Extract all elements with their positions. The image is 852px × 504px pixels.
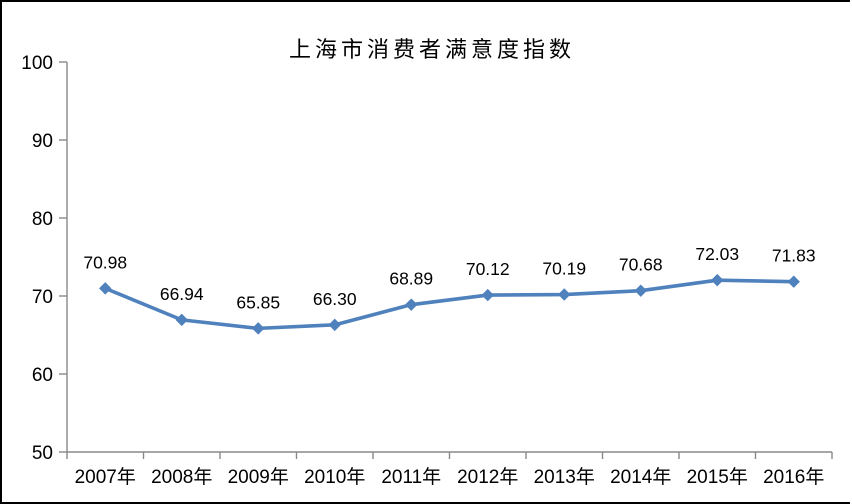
data-point-marker bbox=[634, 284, 647, 297]
data-point-label: 70.68 bbox=[619, 255, 663, 275]
data-point-label: 70.12 bbox=[466, 259, 510, 279]
data-point-label: 71.83 bbox=[772, 246, 816, 266]
x-axis-label: 2010年 bbox=[304, 466, 365, 488]
x-axis-label: 2012年 bbox=[457, 466, 518, 488]
data-point-marker bbox=[252, 322, 265, 335]
data-point-marker bbox=[711, 273, 724, 287]
data-point-marker bbox=[175, 313, 188, 327]
data-point-marker bbox=[99, 282, 112, 295]
line-series bbox=[103, 278, 796, 331]
data-point-label: 72.03 bbox=[695, 244, 739, 264]
data-point-label: 66.94 bbox=[160, 284, 204, 304]
data-point-label: 70.98 bbox=[83, 252, 127, 272]
data-point-label: 66.30 bbox=[313, 289, 357, 309]
y-axis-label: 50 bbox=[32, 443, 53, 464]
x-axis-label: 2014年 bbox=[610, 466, 671, 488]
data-point-label: 68.89 bbox=[389, 269, 433, 289]
y-axis-label: 70 bbox=[32, 287, 53, 308]
x-axis-label: 2016年 bbox=[763, 466, 824, 488]
chart-title: 上海市消费者满意度指数 bbox=[288, 37, 575, 62]
data-point-label: 70.19 bbox=[542, 259, 586, 279]
x-axis-label: 2013年 bbox=[534, 466, 595, 488]
data-point-marker bbox=[787, 275, 800, 288]
x-axis-label: 2015年 bbox=[687, 466, 748, 488]
data-point-label: 65.85 bbox=[236, 292, 280, 312]
data-point-marker bbox=[481, 288, 494, 302]
y-axis-label: 90 bbox=[32, 131, 53, 152]
data-point-marker bbox=[405, 298, 418, 311]
x-axis-label: 2009年 bbox=[228, 466, 289, 488]
data-point-marker bbox=[558, 288, 571, 301]
y-axis-label: 100 bbox=[21, 53, 53, 74]
x-axis-label: 2011年 bbox=[381, 466, 441, 488]
x-axis-label: 2008年 bbox=[151, 466, 212, 488]
y-axis-label: 60 bbox=[32, 365, 53, 386]
data-point-marker bbox=[328, 318, 341, 332]
x-axis-label: 2007年 bbox=[75, 466, 136, 488]
y-axis-label: 80 bbox=[32, 209, 53, 230]
